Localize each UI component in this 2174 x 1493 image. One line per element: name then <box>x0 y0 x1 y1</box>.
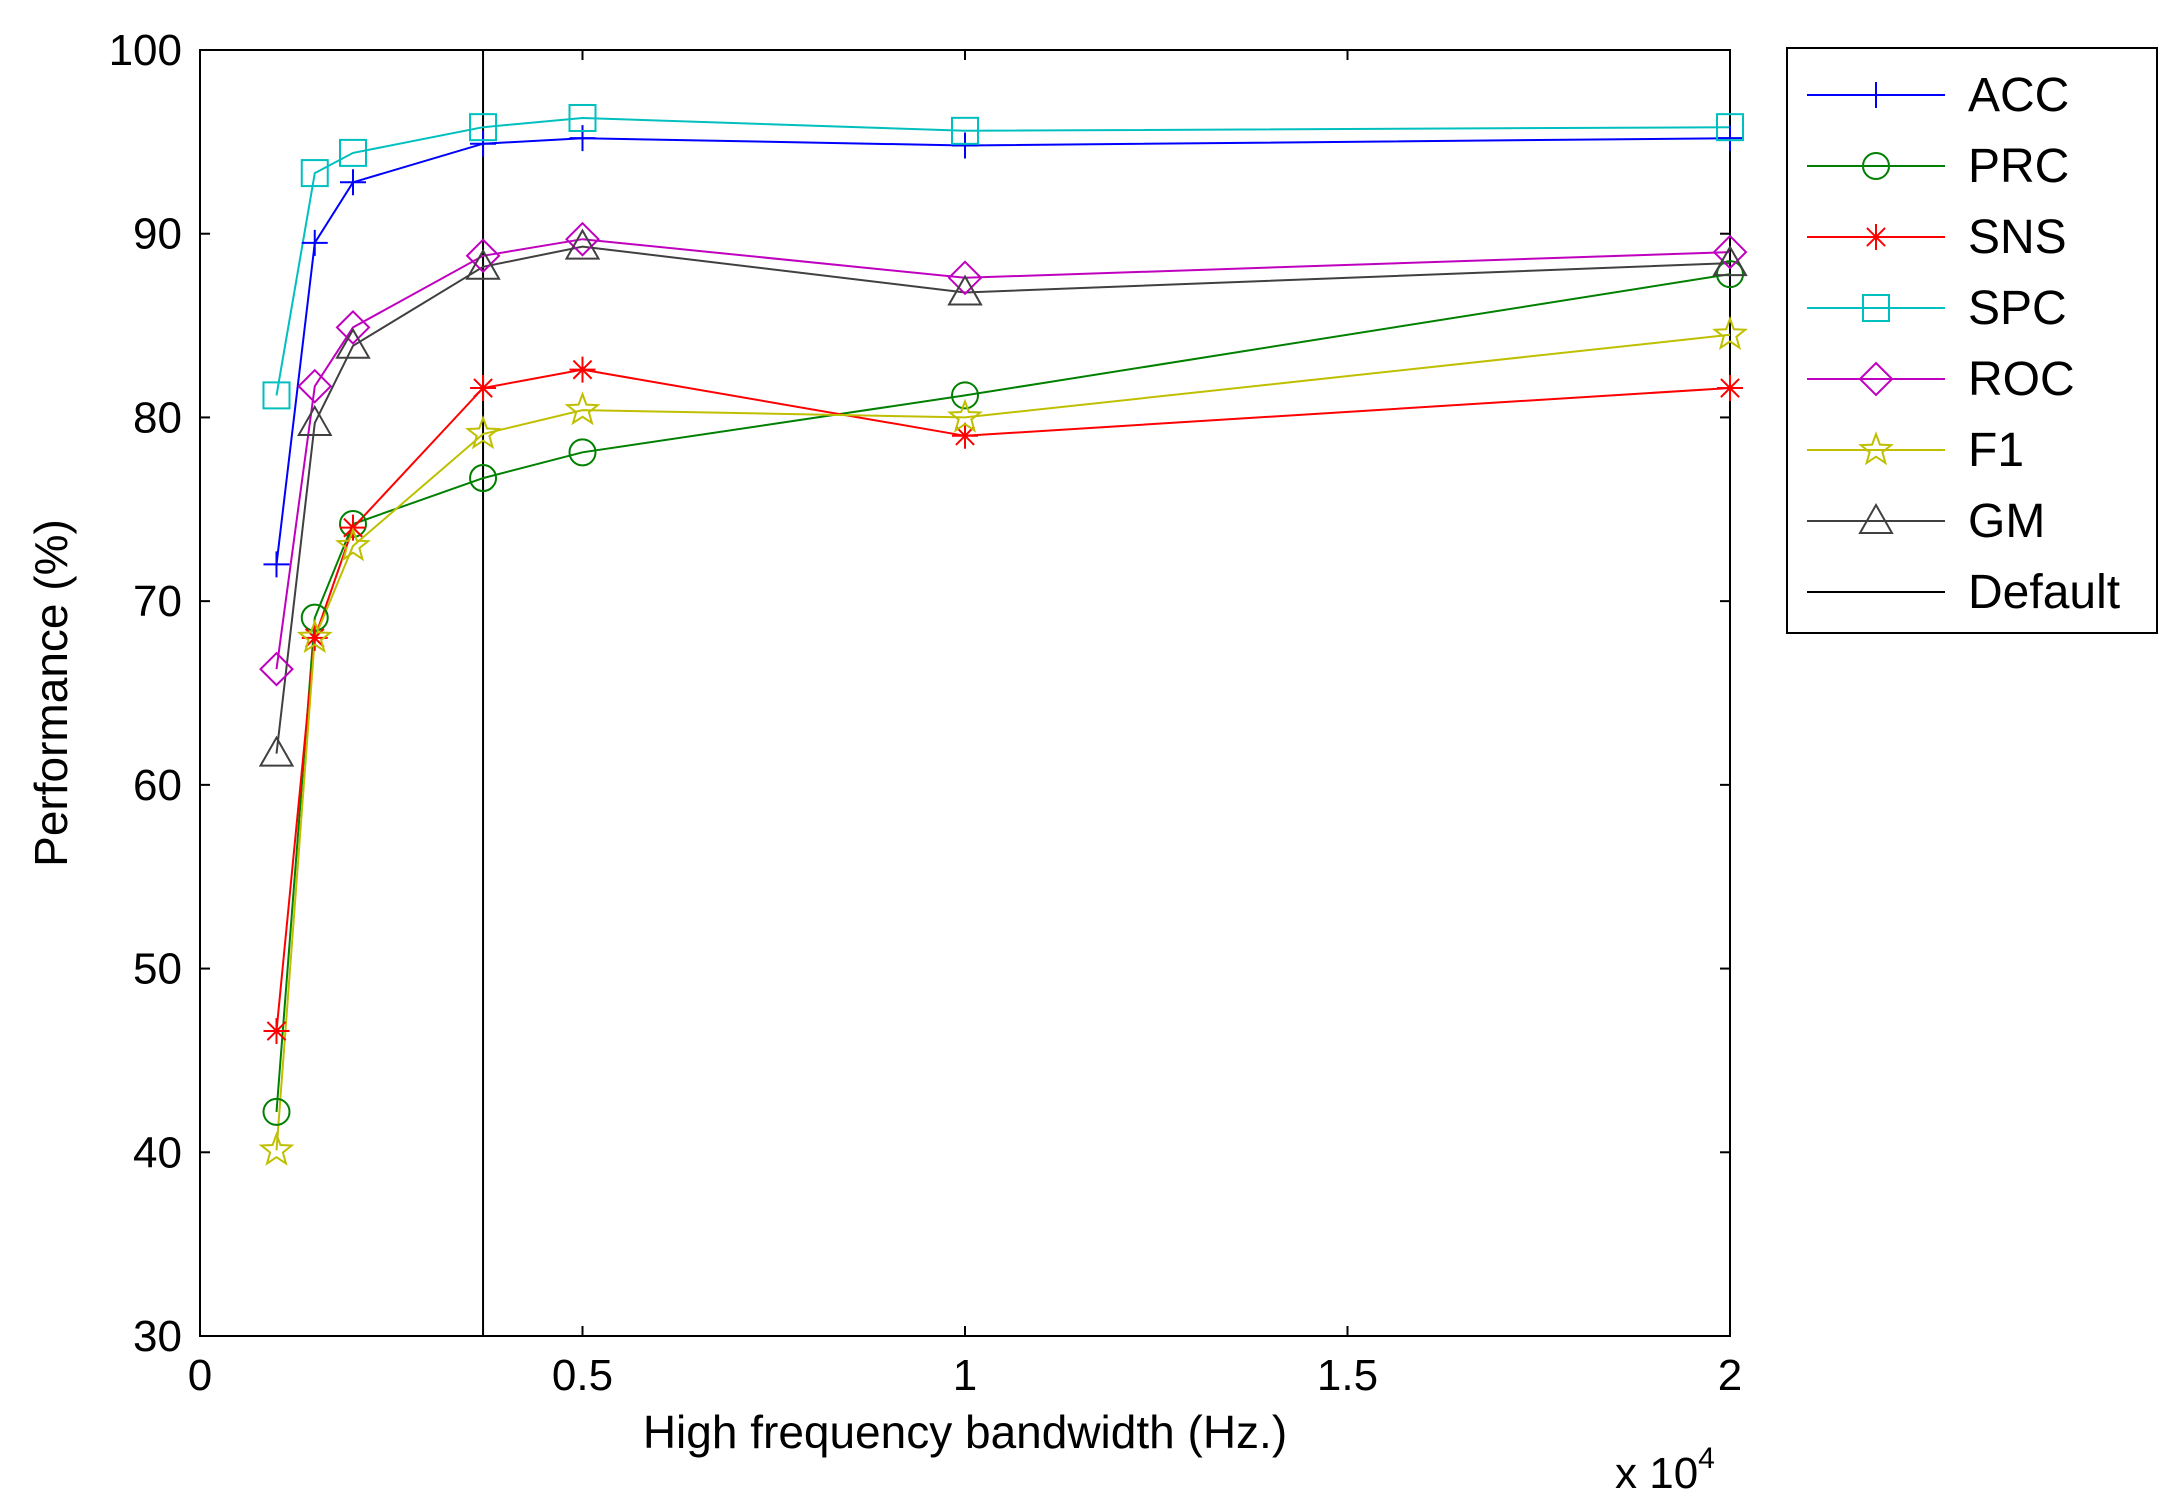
data-point-roc <box>297 368 333 404</box>
data-point-spc <box>262 381 291 410</box>
y-tick-label: 60 <box>133 761 182 810</box>
series-markers <box>258 103 1748 1166</box>
legend-marker-spc <box>1862 294 1890 322</box>
data-point-prc <box>262 1097 291 1126</box>
legend-label-acc: ACC <box>1968 69 2069 122</box>
data-point-roc <box>947 260 983 296</box>
x-tick-label: 1 <box>953 1351 977 1400</box>
data-point-acc <box>952 132 978 159</box>
series-line-gm <box>275 245 1731 754</box>
data-point-acc <box>340 169 366 196</box>
data-point-sns <box>301 624 328 651</box>
data-point-spc <box>469 113 498 142</box>
axes <box>199 49 1731 1337</box>
y-tick-label: 80 <box>133 393 182 442</box>
data-point-sns <box>952 422 978 449</box>
data-point-roc <box>565 221 600 257</box>
x-axis-multiplier-base: x 10 <box>1615 1449 1698 1493</box>
x-tick-label: 0 <box>188 1351 212 1400</box>
legend-label-spc: SPC <box>1968 282 2067 335</box>
series-line-sns <box>275 368 1731 1032</box>
x-tick-label: 0.5 <box>552 1351 613 1400</box>
series-line-spc <box>275 116 1731 396</box>
data-point-f1 <box>465 415 502 450</box>
y-axis-label: Performance (%) <box>25 519 77 867</box>
data-point-spc <box>300 159 329 188</box>
legend-marker-gm <box>1858 502 1894 534</box>
legend-label-sns: SNS <box>1968 211 2067 264</box>
data-point-spc <box>951 116 979 145</box>
legend-label-default: Default <box>1968 566 2120 619</box>
data-point-acc <box>1717 125 1743 152</box>
series-line-prc <box>275 273 1731 1112</box>
series-lines <box>275 50 1731 1336</box>
legend-marker-f1 <box>1858 431 1894 466</box>
legend-marker-prc <box>1862 152 1890 180</box>
legend-label-roc: ROC <box>1968 353 2075 406</box>
data-point-acc <box>301 229 328 256</box>
data-point-f1 <box>564 391 601 426</box>
data-point-gm <box>297 404 333 436</box>
data-point-gm <box>1712 245 1748 277</box>
y-tick-label: 40 <box>133 1128 182 1177</box>
data-point-acc <box>470 130 497 157</box>
data-point-f1 <box>258 1131 295 1166</box>
data-point-gm <box>258 735 295 767</box>
legend-marker-acc <box>1863 82 1889 108</box>
data-point-spc <box>1716 113 1744 142</box>
data-point-gm <box>947 274 983 306</box>
series-line-roc <box>275 238 1731 670</box>
legend-marker-sns <box>1863 224 1889 250</box>
data-point-roc <box>335 309 371 345</box>
data-point-f1 <box>296 619 333 654</box>
data-point-gm <box>564 228 601 260</box>
y-tick-label: 50 <box>133 945 182 994</box>
y-tick-label: 30 <box>133 1312 182 1361</box>
data-point-f1 <box>1712 315 1748 350</box>
data-point-acc <box>569 125 596 152</box>
y-tick-label: 90 <box>133 210 182 259</box>
y-tick-label: 70 <box>133 577 182 626</box>
data-point-sns <box>569 356 596 383</box>
y-tick-label: 100 <box>109 26 182 75</box>
x-axis-label: High frequency bandwidth (Hz.) <box>643 1406 1287 1458</box>
data-point-gm <box>335 327 371 359</box>
x-axis-multiplier: x 104 <box>1615 1442 1715 1493</box>
data-point-roc <box>465 238 501 274</box>
legend-marker-roc <box>1858 361 1894 397</box>
x-tick-label: 2 <box>1718 1351 1742 1400</box>
data-point-f1 <box>335 527 371 562</box>
series-line-acc <box>275 137 1731 565</box>
legend: ACC PRC SNS SPC ROC F1 GM Default <box>1786 47 2158 634</box>
plot-frame <box>199 49 1731 1337</box>
data-point-prc <box>469 464 498 493</box>
data-point-f1 <box>947 398 983 433</box>
data-point-sns <box>263 1018 290 1045</box>
data-point-roc <box>259 651 294 687</box>
series-line-f1 <box>275 333 1731 1151</box>
data-point-spc <box>568 103 597 132</box>
data-point-prc <box>568 438 597 467</box>
data-point-spc <box>339 138 367 167</box>
data-point-acc <box>263 551 290 578</box>
legend-label-prc: PRC <box>1968 140 2069 193</box>
axis-ticks: 0 0.5 1 1.5 2 30 40 50 60 70 80 90 100 <box>109 26 1743 1400</box>
data-point-roc <box>1712 234 1748 270</box>
x-tick-label: 1.5 <box>1317 1351 1378 1400</box>
data-point-prc <box>951 381 979 410</box>
legend-label-f1: F1 <box>1968 424 2024 477</box>
data-point-gm <box>465 248 501 280</box>
legend-label-gm: GM <box>1968 495 2045 548</box>
x-axis-multiplier-exponent: 4 <box>1698 1442 1715 1475</box>
data-point-sns <box>1717 375 1743 402</box>
legend-box <box>1786 47 2158 634</box>
data-point-sns <box>470 375 497 402</box>
